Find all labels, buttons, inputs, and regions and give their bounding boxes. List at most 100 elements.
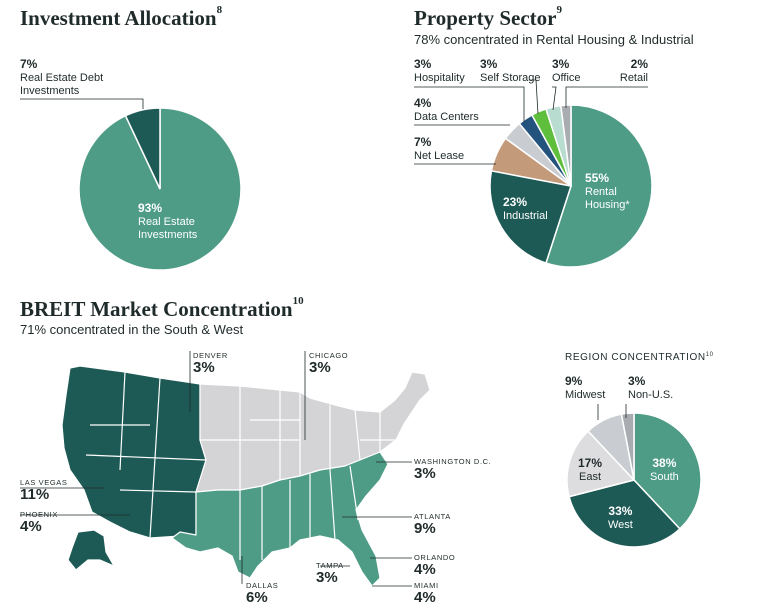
south-pct: 38% [652, 456, 677, 470]
west-pct: 33% [608, 504, 633, 518]
city-miami: MIAMI 4% [414, 581, 439, 606]
city-lasvegas: LAS VEGAS 11% [20, 478, 68, 503]
city-washington-name: WASHINGTON D.C. [414, 457, 492, 466]
hospitality-name: Hospitality [414, 72, 465, 84]
city-washington-pct: 3% [414, 465, 436, 482]
region-concentration-title: REGION CONCENTRATION10 [565, 352, 714, 363]
region-slice-east [566, 430, 636, 498]
market-title-text: BREIT Market Concentration [20, 297, 293, 321]
map-region-west [61, 365, 207, 539]
retail-name: Retail [619, 72, 648, 84]
property-sector-title: Property Sector9 [414, 4, 562, 31]
region-title-text: REGION CONCENTRATION [565, 352, 706, 363]
rentalhousing-name: Rental Housing* [585, 186, 630, 211]
leader-retail [565, 86, 648, 108]
netlease-pct: 7% [414, 135, 432, 149]
city-phoenix-pct: 4% [20, 518, 42, 535]
office-pct: 3% [552, 57, 570, 71]
leader-hospitality [414, 86, 525, 122]
region-slice-non-u-s [620, 412, 635, 481]
sector-slice-industrial [489, 169, 572, 264]
city-dallas: DALLAS 6% [246, 581, 278, 606]
netlease-name: Net Lease [414, 150, 465, 162]
region-title-footnote: 10 [705, 352, 714, 358]
midwest-pct: 9% [565, 374, 583, 388]
sector-title-footnote: 9 [556, 4, 562, 16]
property-sector-pie [489, 104, 653, 268]
rentalhousing-label: 55% Rental Housing* [585, 172, 637, 212]
city-orlando-pct: 4% [414, 561, 436, 578]
south-label: 38% South [650, 457, 679, 484]
city-tampa: TAMPA 3% [316, 561, 344, 586]
rentalhousing-pct: 55% [585, 171, 610, 185]
city-phoenix-name: PHOENIX [20, 510, 58, 519]
market-concentration-subtitle: 71% concentrated in the South & West [20, 322, 244, 337]
investment-title-footnote: 8 [216, 4, 223, 16]
west-name: West [608, 519, 633, 531]
city-lasvegas-name: LAS VEGAS [20, 478, 68, 487]
city-washington: WASHINGTON D.C. 3% [414, 457, 491, 482]
selfstorage-pct: 3% [480, 57, 498, 71]
retail-pct: 2% [630, 57, 648, 71]
industrial-label: 23% Industrial [503, 196, 548, 223]
market-title-footnote: 10 [292, 295, 304, 307]
city-denver-pct: 3% [193, 359, 215, 376]
city-phoenix: PHOENIX 4% [20, 510, 58, 535]
city-denver-name: DENVER [193, 351, 228, 360]
map-state-lines [85, 371, 396, 560]
city-atlanta-pct: 9% [414, 520, 436, 537]
south-name: South [650, 471, 679, 483]
investment-allocation-title: Investment Allocation8 [20, 4, 223, 31]
nonus-label: 3% Non-U.S. [628, 375, 673, 402]
retail-label: 2% Retail [612, 58, 648, 85]
property-sector-subtitle: 78% concentrated in Rental Housing & Ind… [414, 32, 694, 47]
debt-label: 7% Real Estate Debt Investments [20, 58, 115, 98]
nonus-name: Non-U.S. [628, 389, 674, 401]
selfstorage-label: 3% Self Storage [480, 58, 541, 85]
map-region-south [171, 451, 389, 587]
city-atlanta: ATLANTA 9% [414, 512, 451, 537]
netlease-label: 7% Net Lease [414, 136, 464, 163]
city-atlanta-name: ATLANTA [414, 512, 451, 521]
office-name: Office [552, 72, 581, 84]
investments-pct: 93% [138, 201, 163, 215]
midwest-name: Midwest [565, 389, 606, 401]
city-chicago-name: CHICAGO [309, 351, 349, 360]
datacenters-name: Data Centers [414, 111, 479, 123]
datacenters-label: 4% Data Centers [414, 97, 479, 124]
city-orlando: ORLANDO 4% [414, 553, 455, 578]
hospitality-pct: 3% [414, 57, 432, 71]
sector-title-text: Property Sector [414, 6, 557, 30]
investment-title-text: Investment Allocation [20, 6, 217, 30]
industrial-name: Industrial [503, 210, 548, 222]
city-lasvegas-pct: 11% [20, 486, 50, 503]
leader-lines [20, 79, 648, 587]
leader-selfstorage [530, 79, 539, 115]
region-concentration-pie [566, 412, 702, 548]
city-denver: DENVER 3% [193, 351, 228, 376]
us-map [61, 365, 431, 587]
city-dallas-name: DALLAS [246, 581, 279, 590]
city-miami-pct: 4% [414, 589, 436, 606]
map-region-alaska [67, 529, 115, 571]
investments-name: Real Estate Investments [138, 216, 198, 241]
market-concentration-title: BREIT Market Concentration10 [20, 295, 304, 322]
city-chicago-pct: 3% [309, 359, 331, 376]
region-slice-south [633, 412, 702, 530]
midwest-label: 9% Midwest [565, 375, 605, 402]
city-chicago: CHICAGO 3% [309, 351, 348, 376]
city-tampa-name: TAMPA [316, 561, 344, 570]
east-pct: 17% [578, 456, 603, 470]
nonus-pct: 3% [628, 374, 646, 388]
leader-office [552, 86, 557, 111]
debt-name: Real Estate Debt Investments [20, 72, 104, 97]
debt-pct: 7% [20, 57, 38, 71]
investment-allocation-pie [78, 107, 242, 271]
investment-slice-real-estate-debt-investments [124, 107, 161, 190]
east-name: East [579, 471, 602, 483]
hospitality-label: 3% Hospitality [414, 58, 465, 85]
city-miami-name: MIAMI [414, 581, 439, 590]
east-label: 17% East [578, 457, 602, 484]
city-orlando-name: ORLANDO [414, 553, 456, 562]
